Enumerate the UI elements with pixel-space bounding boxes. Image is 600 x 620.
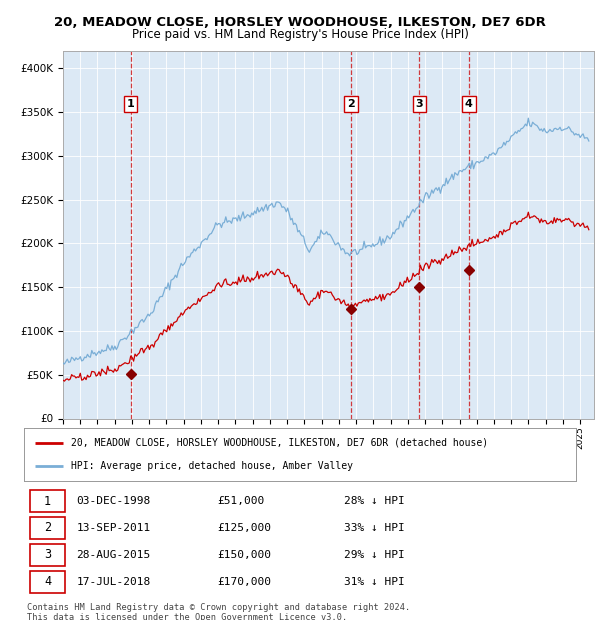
Text: 2: 2 — [347, 99, 355, 109]
Text: 4: 4 — [465, 99, 473, 109]
Text: 4: 4 — [44, 575, 51, 588]
Text: 03-DEC-1998: 03-DEC-1998 — [76, 496, 151, 506]
FancyBboxPatch shape — [29, 517, 65, 539]
Text: Contains HM Land Registry data © Crown copyright and database right 2024.
This d: Contains HM Land Registry data © Crown c… — [27, 603, 410, 620]
Text: 31% ↓ HPI: 31% ↓ HPI — [344, 577, 405, 587]
Text: 13-SEP-2011: 13-SEP-2011 — [76, 523, 151, 533]
Text: 20, MEADOW CLOSE, HORSLEY WOODHOUSE, ILKESTON, DE7 6DR (detached house): 20, MEADOW CLOSE, HORSLEY WOODHOUSE, ILK… — [71, 438, 488, 448]
FancyBboxPatch shape — [29, 571, 65, 593]
FancyBboxPatch shape — [29, 490, 65, 511]
Text: 28-AUG-2015: 28-AUG-2015 — [76, 550, 151, 560]
Text: £125,000: £125,000 — [217, 523, 271, 533]
Text: 20, MEADOW CLOSE, HORSLEY WOODHOUSE, ILKESTON, DE7 6DR: 20, MEADOW CLOSE, HORSLEY WOODHOUSE, ILK… — [54, 16, 546, 29]
Text: 3: 3 — [44, 549, 51, 562]
Text: 29% ↓ HPI: 29% ↓ HPI — [344, 550, 405, 560]
Text: 1: 1 — [44, 495, 51, 508]
Text: 33% ↓ HPI: 33% ↓ HPI — [344, 523, 405, 533]
Text: £51,000: £51,000 — [217, 496, 265, 506]
Text: 2: 2 — [44, 521, 51, 534]
Text: £170,000: £170,000 — [217, 577, 271, 587]
Text: HPI: Average price, detached house, Amber Valley: HPI: Average price, detached house, Ambe… — [71, 461, 353, 471]
Text: 3: 3 — [415, 99, 423, 109]
Text: £150,000: £150,000 — [217, 550, 271, 560]
Text: Price paid vs. HM Land Registry's House Price Index (HPI): Price paid vs. HM Land Registry's House … — [131, 28, 469, 41]
Text: 1: 1 — [127, 99, 134, 109]
Text: 28% ↓ HPI: 28% ↓ HPI — [344, 496, 405, 506]
Text: 17-JUL-2018: 17-JUL-2018 — [76, 577, 151, 587]
FancyBboxPatch shape — [29, 544, 65, 565]
